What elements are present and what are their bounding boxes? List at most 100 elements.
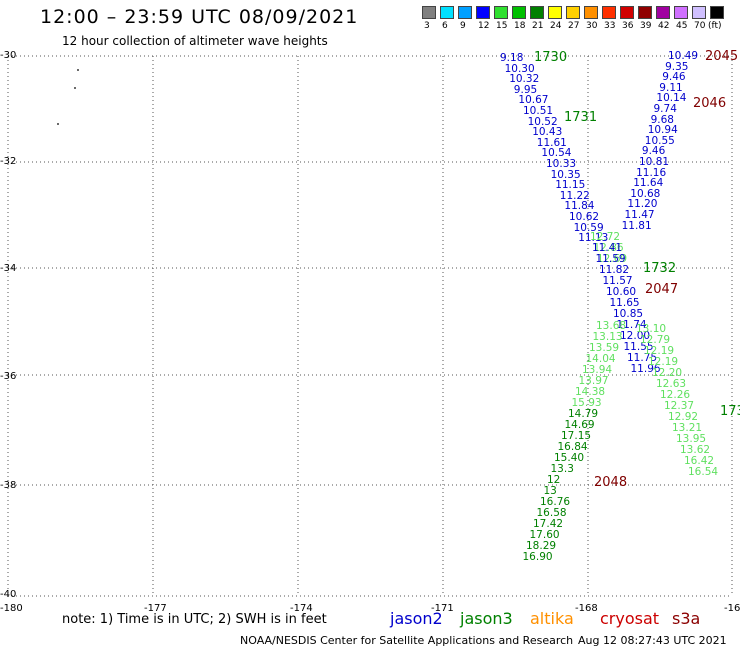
legend-label: 12	[478, 21, 490, 31]
swh-value: 10.30	[504, 62, 535, 75]
sat-jason3: jason3	[460, 609, 513, 628]
legend-swatch	[566, 6, 580, 19]
swh-value: 11.15	[555, 179, 586, 192]
legend-swatch	[710, 6, 724, 19]
swh-value: 12.19	[644, 345, 675, 357]
lon-label: -177	[144, 603, 167, 614]
legend-swatch	[602, 6, 616, 19]
swh-value: 11.75	[627, 352, 658, 364]
island-dot	[77, 69, 79, 71]
legend-swatch	[692, 6, 706, 19]
swh-value: 11.47	[624, 209, 655, 221]
swh-value: 14.79	[568, 408, 599, 420]
swh-value: 11.59	[595, 253, 626, 265]
legend-swatch	[476, 6, 490, 19]
swh-value: 17.42	[533, 518, 564, 530]
legend-swatch	[422, 6, 436, 19]
swh-value: 10.49	[668, 50, 699, 62]
swh-value: 11.57	[602, 275, 633, 287]
swh-value: 13.94	[582, 364, 613, 376]
swh-value: 12.26	[660, 389, 691, 401]
swh-value: 9.35	[665, 60, 689, 73]
lon-label: -168	[575, 603, 598, 614]
island-dot	[57, 123, 59, 125]
swh-value: 9.95	[513, 83, 538, 96]
swh-value: 10.94	[647, 124, 678, 137]
swh-value: 11.61	[536, 136, 567, 149]
swh-value: 16.42	[684, 455, 715, 467]
swh-value: 10.62	[569, 211, 600, 223]
swh-value: 9.46	[641, 145, 666, 158]
lat-label: -40	[0, 589, 17, 600]
legend-swatch	[512, 6, 526, 19]
swh-value: 12.79	[640, 334, 671, 346]
swh-value: 10.60	[606, 286, 637, 298]
lat-label: -34	[0, 263, 17, 274]
swh-value: 17.60	[529, 529, 560, 541]
legend-swatch	[674, 6, 688, 19]
swh-value: 10.67	[518, 94, 549, 107]
legend-swatch	[584, 6, 598, 19]
swh-value: 13.97	[578, 375, 609, 387]
swh-value: 12.00	[620, 330, 651, 342]
time-label-2048: 2048	[594, 475, 628, 490]
swh-value: 13.68	[596, 320, 627, 332]
legend-swatch	[458, 6, 472, 19]
swh-value: 10.85	[613, 308, 644, 320]
swh-value: 12	[547, 474, 561, 486]
footer-note: note: 1) Time is in UTC; 2) SWH is in fe…	[62, 612, 327, 627]
swh-value: 10.68	[630, 187, 661, 200]
swh-value: 11.20	[627, 198, 658, 211]
swh-value: 14.04	[585, 353, 616, 365]
legend-swatch	[638, 6, 652, 19]
swh-value: 10.59	[573, 221, 604, 234]
swh-value: 11.64	[633, 177, 664, 190]
swh-value: 13.13	[592, 331, 623, 343]
swh-value: 10.81	[639, 156, 670, 168]
swh-value: 13.59	[589, 342, 620, 354]
swh-value: 11.55	[623, 341, 654, 353]
swh-value: 14.69	[564, 419, 595, 431]
swh-value: 11.41	[592, 242, 623, 254]
legend-label: 70	[694, 21, 706, 31]
legend-label: 21	[532, 21, 544, 31]
legend-label: 39	[640, 21, 652, 31]
legend-label: 45	[676, 21, 688, 31]
sat-cryosat: cryosat	[600, 609, 660, 628]
swh-value: 13.95	[676, 433, 707, 445]
swh-value: 9.74	[653, 103, 677, 115]
time-label-2046: 2046	[693, 96, 727, 111]
legend-label: 15	[496, 21, 508, 31]
sat-jason2: jason2	[390, 609, 443, 628]
swh-value: 13.10	[636, 323, 667, 335]
swh-value: 12.92	[668, 411, 699, 423]
swh-value: 11.65	[609, 297, 640, 309]
swh-value: 12.72	[590, 231, 621, 243]
swh-value: 12.69	[597, 253, 628, 265]
legend-swatch	[494, 6, 508, 19]
legend-swatch	[656, 6, 670, 19]
swh-value: 10.35	[550, 168, 581, 181]
island-dot	[74, 87, 76, 89]
swh-value: 13.3	[550, 463, 574, 475]
legend-label: 27	[568, 21, 580, 31]
swh-value: 11.96	[630, 363, 661, 375]
swh-value: 10.43	[532, 126, 563, 139]
lon-label: -171	[431, 603, 454, 614]
swh-value: 12.20	[652, 367, 683, 379]
sat-s3a: s3a	[672, 609, 701, 628]
timestamp: Aug 12 08:27:43 UTC 2021	[578, 634, 727, 647]
map-subtitle: 12 hour collection of altimeter wave hei…	[62, 34, 328, 48]
time-label-1730: 1730	[534, 50, 568, 65]
swh-value: 17.15	[561, 430, 592, 442]
lat-label: -30	[0, 50, 17, 61]
swh-value: 13	[543, 485, 557, 497]
swh-value: 9.68	[650, 113, 674, 126]
swh-value: 10.14	[656, 92, 687, 105]
lat-label: -36	[0, 371, 17, 382]
swh-value: 10.55	[644, 134, 675, 147]
legend-swatch	[548, 6, 562, 19]
legend-label: 6	[442, 21, 448, 31]
swh-value: 11.84	[564, 200, 595, 213]
